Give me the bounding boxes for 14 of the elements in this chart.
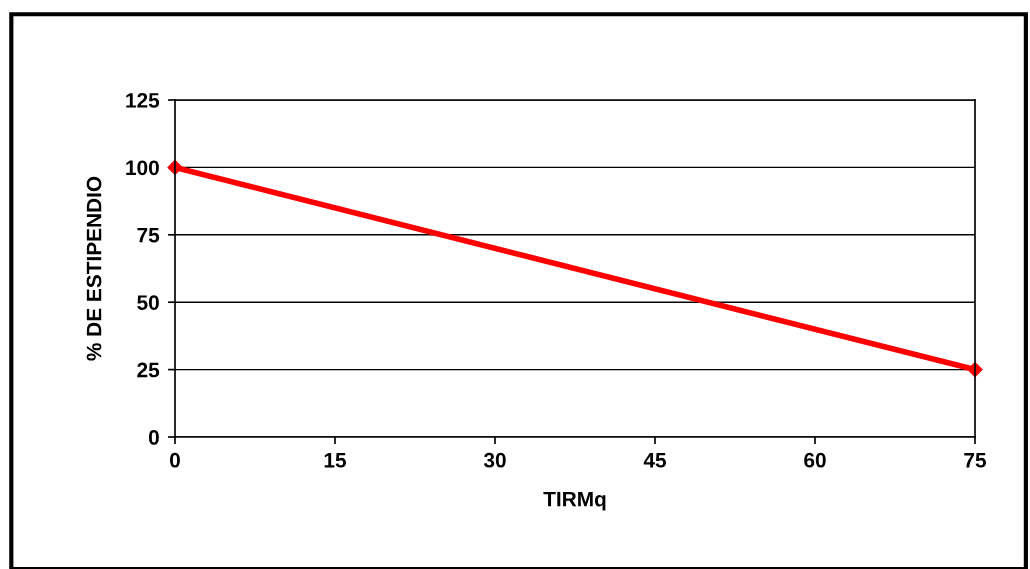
x-axis-title: TIRMq xyxy=(543,491,606,511)
x-tick-label: 45 xyxy=(643,453,667,468)
x-tick-label: 75 xyxy=(964,453,987,468)
x-tick-label: 30 xyxy=(483,452,506,468)
y-tick-label: 25 xyxy=(137,362,160,378)
y-tick-label: 0 xyxy=(148,430,159,445)
x-tick-label: 15 xyxy=(324,453,347,468)
y-tick-label: 100 xyxy=(126,160,159,176)
y-tick-label: 125 xyxy=(126,93,160,108)
y-axis-title: % DE ESTIPENDIO xyxy=(86,176,102,361)
x-tick-label: 60 xyxy=(804,452,826,468)
y-tick-label: 50 xyxy=(137,295,159,310)
x-tick-label: 0 xyxy=(170,452,180,468)
y-tick-label: 75 xyxy=(137,228,160,243)
